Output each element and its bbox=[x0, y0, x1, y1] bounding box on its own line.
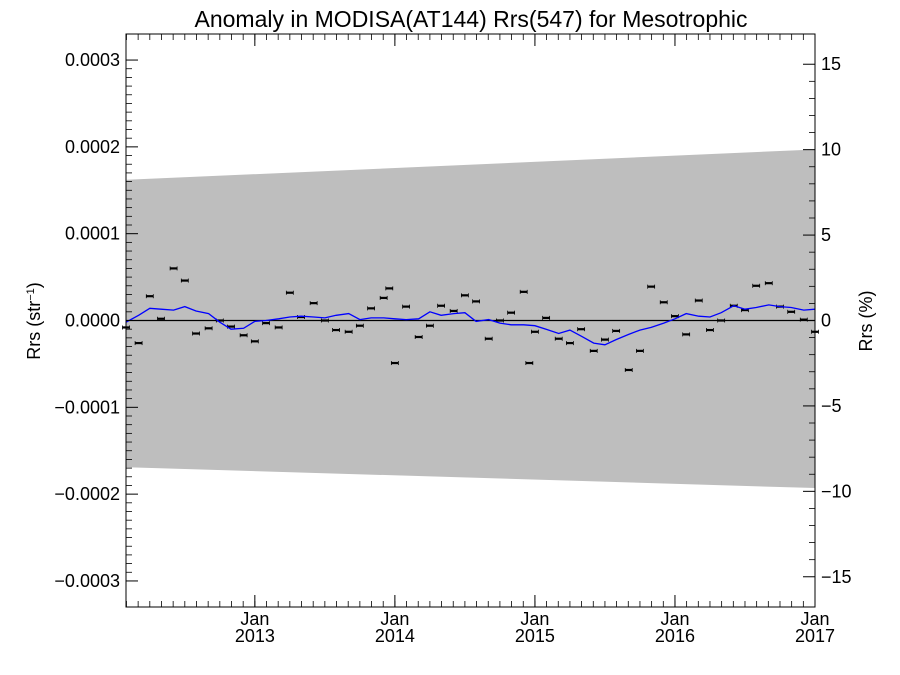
y-tick-label-right: 15 bbox=[821, 54, 841, 74]
data-point bbox=[612, 328, 621, 333]
data-point bbox=[659, 300, 668, 305]
data-point bbox=[145, 294, 154, 299]
data-point bbox=[787, 309, 796, 314]
data-point bbox=[472, 299, 481, 304]
data-point bbox=[390, 361, 399, 366]
data-point bbox=[134, 341, 143, 346]
data-point bbox=[425, 323, 434, 328]
data-point bbox=[262, 321, 270, 326]
x-tick-label-year: 2017 bbox=[795, 626, 835, 646]
y-tick-label-left: 0.0000 bbox=[65, 311, 120, 331]
data-point bbox=[507, 310, 516, 315]
y-axis-label-left: Rrs (str−1) bbox=[24, 282, 44, 360]
data-point bbox=[250, 339, 259, 344]
y-tick-label-left: 0.0002 bbox=[65, 137, 120, 157]
data-point bbox=[694, 298, 703, 303]
y-tick-label-right: 5 bbox=[821, 225, 831, 245]
data-point bbox=[460, 293, 469, 298]
data-point bbox=[285, 290, 294, 295]
data-point bbox=[414, 334, 423, 339]
data-point bbox=[554, 336, 563, 341]
data-point bbox=[636, 348, 644, 353]
y-tick-label-left: 0.0003 bbox=[65, 50, 120, 70]
data-point bbox=[519, 289, 528, 294]
y-axis-label-right: Rrs (%) bbox=[856, 291, 876, 352]
data-point bbox=[577, 327, 586, 332]
data-points bbox=[122, 266, 819, 372]
data-point bbox=[717, 318, 726, 323]
uncertainty-band bbox=[126, 149, 815, 489]
x-tick-label-year: 2014 bbox=[375, 626, 415, 646]
data-point bbox=[320, 318, 329, 323]
data-point bbox=[682, 332, 691, 337]
y-axis-label-left-base: Rrs (str bbox=[24, 301, 44, 360]
data-point bbox=[601, 337, 609, 342]
data-point bbox=[332, 328, 340, 333]
y-tick-label-right: 0 bbox=[821, 311, 831, 331]
data-point bbox=[385, 286, 394, 291]
data-point bbox=[449, 308, 458, 313]
data-point bbox=[542, 315, 551, 320]
data-point bbox=[180, 278, 189, 283]
data-point bbox=[752, 283, 761, 288]
data-point bbox=[344, 329, 353, 334]
data-point bbox=[157, 316, 165, 321]
data-point bbox=[531, 329, 539, 334]
data-point bbox=[355, 323, 364, 328]
data-point bbox=[367, 306, 375, 311]
y-tick-label-left: −0.0001 bbox=[54, 397, 120, 417]
x-tick-label-month: Jan bbox=[660, 609, 689, 629]
data-point bbox=[624, 367, 633, 372]
x-tick-label-year: 2016 bbox=[655, 626, 695, 646]
data-point bbox=[525, 361, 534, 366]
data-point bbox=[169, 266, 178, 271]
data-point bbox=[647, 284, 656, 289]
data-point bbox=[239, 333, 248, 338]
data-point bbox=[204, 326, 213, 331]
data-point bbox=[589, 348, 598, 353]
y-axis-label-left-sup: −1 bbox=[25, 288, 37, 301]
x-tick-label-month: Jan bbox=[240, 609, 269, 629]
chart-title: Anomaly in MODISA(AT144) Rrs(547) for Me… bbox=[194, 6, 747, 32]
data-point bbox=[402, 304, 410, 309]
y-tick-label-left: −0.0002 bbox=[54, 484, 120, 504]
y-axis-label-left-close: ) bbox=[24, 282, 44, 288]
x-tick-label-month: Jan bbox=[800, 609, 829, 629]
y-tick-label-right: −10 bbox=[821, 481, 852, 501]
x-tick-label-month: Jan bbox=[520, 609, 549, 629]
y-tick-label-right: 10 bbox=[821, 140, 841, 160]
data-point bbox=[706, 328, 714, 333]
data-point bbox=[764, 281, 773, 286]
x-tick-label-month: Jan bbox=[380, 609, 409, 629]
x-tick-label-year: 2013 bbox=[235, 626, 275, 646]
y-tick-label-right: −15 bbox=[821, 567, 852, 587]
data-point bbox=[274, 325, 283, 330]
data-point bbox=[484, 336, 493, 341]
plot-area: 0.0003 0.0002 0.0001 0.0000 −0.0001 −0.0002 −0… bbox=[54, 33, 852, 646]
x-tick-label-year: 2015 bbox=[515, 626, 555, 646]
data-point bbox=[192, 331, 200, 336]
y-tick-label-left: −0.0003 bbox=[54, 571, 120, 591]
data-point bbox=[379, 295, 388, 300]
data-point bbox=[309, 301, 318, 306]
data-point bbox=[437, 303, 445, 308]
y-tick-label-left: 0.0001 bbox=[65, 224, 120, 244]
data-point bbox=[566, 341, 574, 346]
y-tick-label-right: −5 bbox=[821, 396, 842, 416]
trend-line bbox=[125, 304, 816, 346]
